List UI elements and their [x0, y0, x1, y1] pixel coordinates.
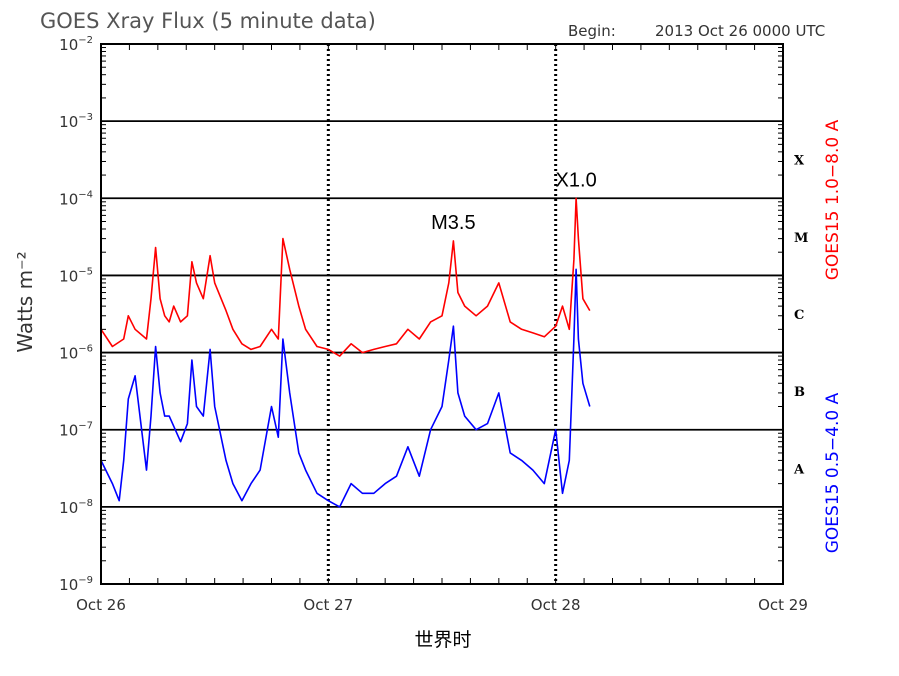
y-tick-label: 10−6 — [59, 344, 93, 363]
y-tick-labels: 10−9 10−8 10−7 10−6 10−5 10−4 10−3 10−2 — [59, 35, 93, 594]
flare-annotation: M3.5 — [431, 212, 475, 234]
y-tick-label: 10−2 — [59, 35, 93, 54]
chart-title: GOES Xray Flux (5 minute data) — [40, 9, 376, 33]
plot-frame — [100, 43, 784, 585]
y-tick-label: 10−3 — [59, 112, 93, 131]
flare-annotations: M3.5 X1.0 — [431, 169, 597, 234]
flare-class-label: A — [793, 462, 805, 477]
x-tick-label: Oct 28 — [531, 596, 581, 614]
grid-lines — [101, 44, 783, 584]
begin-label: Begin: — [568, 22, 616, 40]
flare-class-label: B — [794, 385, 805, 400]
y-tick-label: 10−7 — [59, 421, 93, 440]
series-line — [100, 268, 591, 508]
flare-class-labels: A B C M X — [793, 154, 808, 478]
y-axis-label: Watts m⁻² — [13, 251, 37, 352]
x-tick-label: Oct 26 — [76, 596, 126, 614]
flare-class-label: X — [794, 154, 805, 169]
x-tick-label: Oct 29 — [758, 596, 808, 614]
y-tick-label: 10−9 — [59, 575, 93, 594]
y-tick-label: 10−4 — [59, 189, 93, 208]
x-axis-label: 世界时 — [414, 629, 471, 651]
x-tick-labels: Oct 26 Oct 27 Oct 28 Oct 29 — [76, 596, 808, 614]
y-tick-label: 10−8 — [59, 498, 93, 517]
flare-class-label: C — [794, 308, 804, 323]
data-series — [100, 197, 591, 508]
y-tick-label: 10−5 — [59, 266, 93, 285]
series-line — [100, 197, 591, 357]
flare-annotation: X1.0 — [556, 169, 597, 191]
legend-series-red: GOES15 1.0−8.0 A — [823, 119, 843, 280]
flare-class-label: M — [794, 231, 808, 246]
x-tick-label: Oct 27 — [303, 596, 353, 614]
legend-series-blue: GOES15 0.5−4.0 A — [823, 392, 843, 553]
begin-value: 2013 Oct 26 0000 UTC — [655, 22, 825, 40]
